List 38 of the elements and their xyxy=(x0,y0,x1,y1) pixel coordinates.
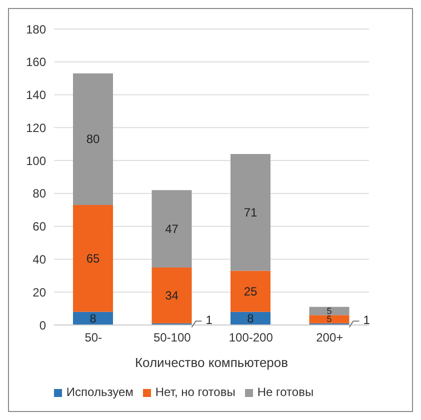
data-label: 8 xyxy=(247,311,254,326)
legend-label: Нет, но готовы xyxy=(155,385,236,399)
bar xyxy=(309,306,350,316)
data-label: 5 xyxy=(326,306,332,316)
bar xyxy=(230,270,270,312)
data-label: 65 xyxy=(86,251,100,266)
bar xyxy=(309,315,350,324)
y-tick-label: 80 xyxy=(32,186,46,201)
bar xyxy=(73,73,113,205)
y-tick-label: 140 xyxy=(26,88,46,102)
data-label: 47 xyxy=(165,222,179,236)
x-tick-label: 50- xyxy=(84,330,102,345)
data-label: 34 xyxy=(165,288,179,302)
data-label: 8 xyxy=(90,311,97,326)
y-tick-label: 120 xyxy=(26,120,46,135)
data-label: 25 xyxy=(244,284,258,298)
data-label: 80 xyxy=(86,132,100,146)
x-axis-title: Количество компьютеров xyxy=(134,355,288,370)
bar xyxy=(152,190,192,268)
x-tick-label: 100-200 xyxy=(228,330,274,345)
x-tick-label: 50-100 xyxy=(153,330,192,345)
y-tick-label: 180 xyxy=(26,22,46,36)
y-tick-label: 40 xyxy=(32,252,46,266)
y-tick-label: 20 xyxy=(32,285,46,300)
y-tick-label: 100 xyxy=(26,154,46,168)
y-tick-label: 60 xyxy=(32,220,46,234)
x-tick-label: 200+ xyxy=(316,330,344,345)
y-tick-label: 0 xyxy=(39,318,46,332)
data-label: 1 xyxy=(363,313,370,328)
data-label: 5 xyxy=(326,314,332,324)
data-label: 1 xyxy=(206,313,213,328)
bar xyxy=(73,204,113,312)
data-label: 71 xyxy=(244,205,258,220)
legend-label: Используем xyxy=(66,385,134,399)
y-tick-label: 160 xyxy=(26,55,46,70)
bar xyxy=(152,267,192,324)
bar xyxy=(230,154,270,271)
legend-label: Не готовы xyxy=(257,385,314,399)
